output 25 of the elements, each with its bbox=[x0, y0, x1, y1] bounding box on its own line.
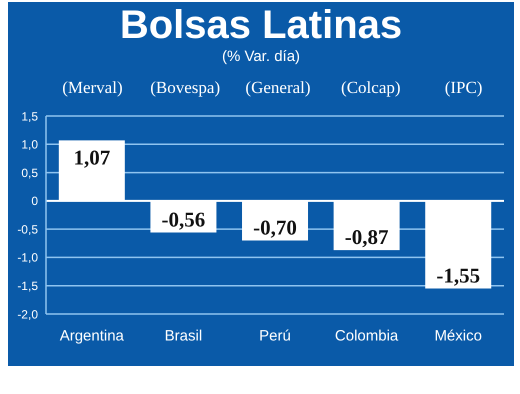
y-tick-label: -0,5 bbox=[17, 222, 38, 236]
data-label: 1,07 bbox=[73, 145, 110, 170]
y-tick-label: -1,5 bbox=[17, 278, 38, 293]
chart-subtitle: (% Var. día) bbox=[220, 48, 302, 66]
data-label: -0,87 bbox=[344, 225, 388, 250]
data-label: -0,56 bbox=[162, 208, 206, 232]
x-tick-label: Brasil bbox=[164, 328, 202, 345]
x-tick-label: Argentina bbox=[60, 328, 125, 345]
y-tick-label: -2,0 bbox=[17, 307, 38, 322]
y-tick-label: 1,0 bbox=[21, 138, 38, 152]
chart-title: Bolsas Latinas bbox=[118, 2, 404, 48]
data-label: -0,70 bbox=[253, 215, 297, 240]
x-tick-label: México bbox=[434, 328, 482, 345]
text: (Merval) bbox=[61, 78, 124, 98]
y-tick-label: 0,5 bbox=[21, 166, 38, 180]
text: (IPC) bbox=[444, 78, 484, 98]
data-label: -1,55 bbox=[436, 264, 480, 288]
x-tick-label: Perú bbox=[259, 328, 291, 345]
text: (Bovespa) bbox=[149, 78, 222, 98]
x-tick-label: Colombia bbox=[334, 328, 399, 345]
y-tick-label: 1,5 bbox=[21, 109, 38, 124]
text: (General) bbox=[244, 78, 312, 98]
text: (Colcap) bbox=[340, 78, 402, 98]
y-tick-label: 0 bbox=[31, 194, 38, 208]
y-tick-label: -1,0 bbox=[17, 250, 38, 265]
